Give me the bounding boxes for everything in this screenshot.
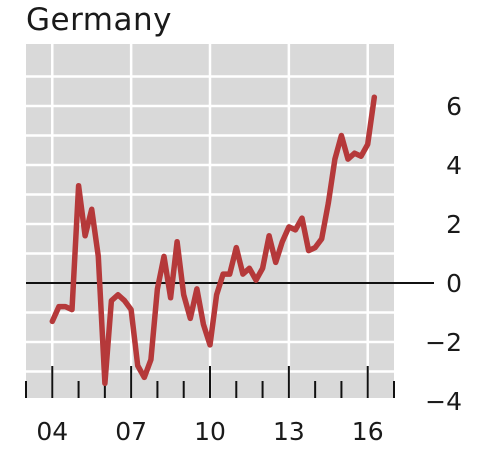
y-tick-label: −4	[425, 387, 462, 416]
y-tick-label: −2	[425, 328, 462, 357]
y-tick-labels: −4 −2 0 2 4 6	[425, 92, 462, 416]
chart-title: Germany	[26, 2, 172, 38]
x-tick-label: 07	[115, 417, 147, 446]
x-tick-label: 04	[36, 417, 68, 446]
x-tick-label: 13	[273, 417, 305, 446]
y-tick-label: 2	[446, 210, 462, 239]
x-minor-ticks	[25, 366, 395, 398]
x-tick-labels: 04 07 10 13 16	[36, 417, 383, 446]
y-tick-label: 0	[446, 269, 462, 298]
x-tick-label: 10	[194, 417, 226, 446]
x-tick-label: 16	[352, 417, 384, 446]
series-line	[49, 94, 378, 387]
y-tick-label: 6	[446, 92, 462, 121]
y-tick-label: 4	[446, 151, 462, 180]
